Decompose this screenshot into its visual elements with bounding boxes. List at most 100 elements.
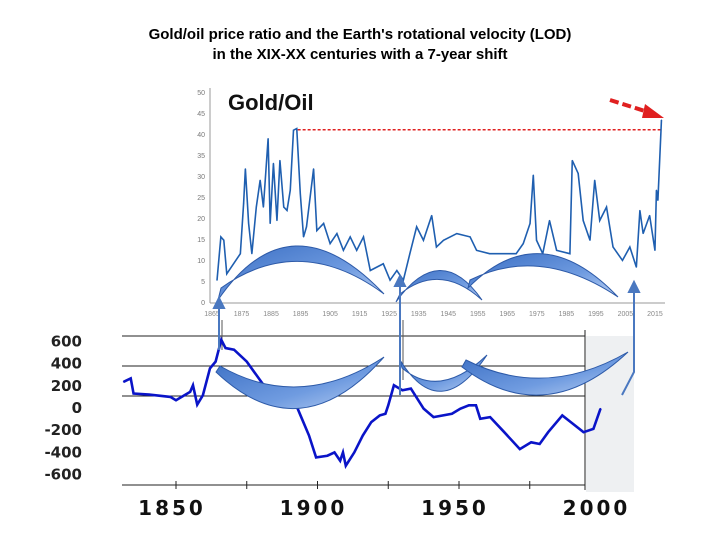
gold-oil-point xyxy=(657,199,659,201)
arc-bottom-2 xyxy=(399,354,488,392)
lod-point xyxy=(432,416,435,418)
lod-y-tick-label: -600 xyxy=(44,466,82,484)
lod-y-tick-label: 0 xyxy=(72,399,82,417)
lod-point xyxy=(345,464,347,467)
gold-oil-point xyxy=(589,239,591,241)
gold-oil-point xyxy=(305,226,308,228)
arc-bottom-3 xyxy=(461,351,629,396)
gold-oil-point xyxy=(409,253,411,255)
gold-oil-y-tick-label: 5 xyxy=(201,279,205,286)
gold-oil-y-tick-label: 30 xyxy=(197,174,205,181)
lod-point xyxy=(245,360,248,363)
gold-oil-x-tick-label: 1965 xyxy=(500,311,516,318)
gold-oil-point xyxy=(299,193,301,195)
gold-oil-point xyxy=(469,236,471,238)
lod-point xyxy=(202,394,204,397)
gold-oil-point xyxy=(272,162,275,164)
lod-point xyxy=(378,414,381,417)
gold-oil-point xyxy=(220,236,222,238)
gold-oil-point xyxy=(548,219,551,222)
gold-oil-point xyxy=(369,269,371,272)
gold-oil-point xyxy=(605,206,608,208)
gold-oil-point xyxy=(323,222,325,225)
lod-y-tick-label: -200 xyxy=(44,421,82,439)
gold-oil-y-tick-label: 0 xyxy=(201,300,205,307)
gold-oil-x-tick-label: 1865 xyxy=(204,311,220,318)
gold-oil-point xyxy=(612,246,614,248)
lod-point xyxy=(547,431,549,433)
lod-point xyxy=(196,403,199,406)
lod-y-tick-label: -400 xyxy=(44,443,82,461)
lod-series-line xyxy=(123,336,602,470)
gold-oil-x-tick-label: 1905 xyxy=(322,311,338,318)
lod-point xyxy=(468,404,470,407)
gold-oil-point xyxy=(389,279,391,281)
lod-point xyxy=(475,404,477,407)
gold-oil-point xyxy=(244,168,246,170)
gold-oil-point xyxy=(226,273,228,275)
lod-point xyxy=(299,414,302,417)
lod-y-tick-label: 200 xyxy=(51,377,82,395)
gold-oil-point xyxy=(283,206,285,208)
gold-oil-point xyxy=(289,189,291,191)
gold-oil-point xyxy=(649,214,651,217)
gold-oil-point xyxy=(529,222,531,225)
lod-point xyxy=(342,451,344,454)
gold-oil-point xyxy=(422,239,425,241)
lod-point xyxy=(459,407,462,410)
gold-oil-y-tick-label: 45 xyxy=(197,111,205,118)
gold-oil-y-tick-label: 50 xyxy=(197,90,205,97)
lod-point xyxy=(503,431,506,433)
gold-oil-point xyxy=(382,263,384,265)
gold-oil-point xyxy=(642,232,644,235)
lod-point xyxy=(519,448,521,450)
lod-y-tick-label: 600 xyxy=(51,332,82,350)
gold-oil-point xyxy=(259,179,261,181)
arc-top-1 xyxy=(217,245,385,301)
lod-point xyxy=(214,360,217,363)
gold-oil-point xyxy=(639,209,641,212)
lod-point xyxy=(220,338,223,341)
lod-point xyxy=(339,459,341,462)
arrow-2-head xyxy=(393,273,407,287)
gold-oil-point xyxy=(416,226,418,228)
lod-point xyxy=(393,384,395,387)
cycle-arcs xyxy=(215,245,629,410)
gold-oil-x-tick-label: 2015 xyxy=(647,311,663,318)
lod-point xyxy=(422,407,425,410)
lod-point xyxy=(233,348,235,351)
lod-point xyxy=(333,451,336,454)
lod-x-tick-label: 1900 xyxy=(280,496,348,520)
arc-bottom-1 xyxy=(215,356,385,410)
gold-oil-point xyxy=(660,119,663,121)
gold-oil-point xyxy=(267,138,269,140)
lod-point xyxy=(538,443,541,445)
gold-oil-x-tick-label: 1945 xyxy=(440,311,456,318)
gold-oil-axes: 0 5 10 15 20 25 30 35 40 45 50 1865 1875 1885 1895 1905… xyxy=(197,88,665,318)
gold-oil-point xyxy=(316,230,318,232)
inset-noise-region xyxy=(586,336,634,492)
lod-x-tick-label: 2000 xyxy=(563,496,631,520)
arc-top-3 xyxy=(467,253,619,298)
lod-point xyxy=(384,412,387,415)
lod-point xyxy=(189,391,191,393)
gold-oil-point xyxy=(262,206,264,208)
gold-oil-x-tick-label: 1915 xyxy=(352,311,368,318)
lod-x-tick-label: 1950 xyxy=(421,496,489,520)
lod-point xyxy=(132,392,135,395)
lod-x-tick-label: 1850 xyxy=(138,496,206,520)
gold-oil-point xyxy=(599,219,601,222)
red-indicator-arrow xyxy=(609,98,664,118)
lod-y-tick-label: 400 xyxy=(51,355,82,373)
gold-oil-x-tick-label: 1975 xyxy=(529,311,545,318)
gold-oil-x-tick-label: 1985 xyxy=(559,311,575,318)
gold-oil-point xyxy=(336,232,338,235)
gold-oil-y-tick-label: 15 xyxy=(197,237,205,244)
lod-point xyxy=(353,451,356,454)
gold-oil-point xyxy=(396,269,398,272)
gold-oil-x-tick-label: 1885 xyxy=(263,311,279,318)
lod-point xyxy=(451,412,453,415)
gold-oil-point xyxy=(329,243,331,245)
gold-oil-point xyxy=(223,239,225,241)
